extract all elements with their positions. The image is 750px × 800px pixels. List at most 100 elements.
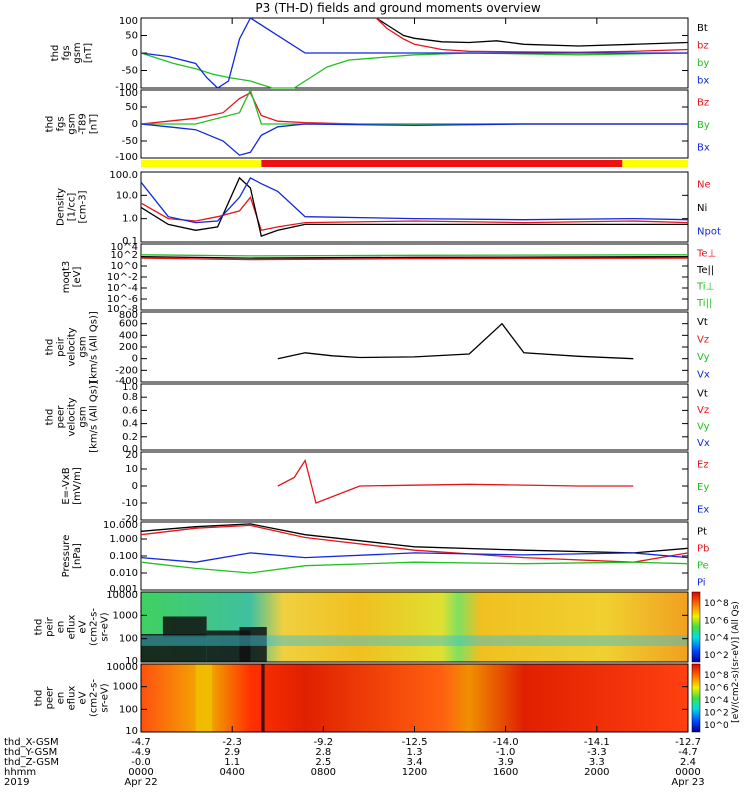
colorbars-group: 10^8 10^6 10^4 10^2 10^8 10^6 10^4 10^2 10^0[eV/…: [691, 591, 741, 733]
y-tick-label: 10^-4: [107, 283, 138, 294]
series-line: [375, 17, 689, 53]
y-tick-label: 0.6: [122, 405, 138, 416]
y-tick-label: 400: [119, 330, 138, 341]
y-tick-label: 0.8: [122, 392, 138, 403]
colorbar: [691, 591, 701, 663]
y-tick-label: 0.4: [122, 419, 138, 430]
spectrogram-gap: [261, 664, 265, 732]
y-tick-label: -50: [122, 66, 138, 77]
colorbar-tick-label: 10^0: [704, 721, 729, 731]
plot-title: P3 (TH-D) fields and ground moments over…: [255, 1, 540, 15]
colorbar-tick-label: 10^6: [704, 684, 729, 694]
y-tick-label: -50: [122, 136, 138, 147]
legend-entry: Pb: [697, 544, 709, 555]
y-tick-label: -100: [115, 152, 138, 163]
y-axis-label: (cm2-s-: [89, 679, 100, 717]
series-line: [140, 123, 688, 156]
y-tick-label: 100: [119, 16, 138, 27]
y-axis-label: gsm: [67, 113, 78, 134]
y-tick-label: 10000: [106, 662, 138, 673]
colorbar-tick-label: 10^6: [704, 616, 729, 626]
colorbar-tick-label: 10^2: [704, 651, 729, 661]
x-tick-label: 2.5: [315, 757, 331, 768]
panel-frame: [140, 521, 689, 591]
legend-entry: Vy: [697, 352, 710, 363]
y-tick-label: 1000: [113, 610, 138, 621]
legend-entry: bx: [697, 75, 709, 86]
y-tick-label: 100: [119, 88, 138, 99]
y-tick-label: -20: [122, 514, 138, 525]
y-axis-label: (cm2-s-: [89, 608, 100, 646]
x-tick-label: 2.9: [224, 747, 240, 758]
legend-entry: Ne: [697, 180, 711, 191]
panel-frame: [140, 243, 689, 311]
panel-mode_bar: [141, 160, 688, 167]
x-tick-label: 0000: [128, 767, 153, 778]
spectrogram-band: [195, 664, 213, 732]
series-line: [140, 195, 689, 232]
legend-entry: Bt: [697, 23, 708, 34]
y-tick-label: 0: [132, 354, 138, 365]
series-line: [140, 257, 689, 261]
x-axis-group: thd_X-GSMthd_Y-GSMthd_Z-GSMhhmm2019-4.7-…: [4, 18, 705, 788]
y-axis-label: gsm: [78, 406, 89, 427]
colorbar-unit-label: [eV/(cm2-s)(sr-eV)] (All Qs): [731, 601, 741, 723]
colorbar-tick-label: 10^8: [704, 671, 729, 681]
legend-entry: Pt: [697, 527, 707, 538]
x-tick-label: 1200: [402, 767, 427, 778]
panel-fgs_dsub: 100 50 0 -50 -100 thd fgs gsm -T89 [nT] Bz By Bx: [45, 88, 710, 163]
x-tick-label: -2.3: [222, 737, 242, 748]
series-line: [140, 52, 689, 89]
y-axis-label: thd: [34, 619, 45, 636]
y-tick-label: 1.0: [122, 214, 138, 225]
legend-entry: Ey: [697, 482, 709, 493]
y-tick-label: 0.100: [109, 551, 138, 562]
y-tick-label: 0.001: [109, 584, 138, 595]
legend-entry: Vt: [697, 317, 708, 328]
y-tick-label: 50: [125, 31, 138, 42]
y-tick-label: 10: [125, 464, 138, 475]
series-line: [140, 17, 688, 89]
y-tick-label: 10: [125, 656, 138, 667]
x-axis-row-label: thd_Y-GSM: [4, 747, 57, 758]
spectrogram-band: [141, 635, 688, 646]
y-tick-label: 1000: [113, 682, 138, 693]
x-tick-label: Apr 22: [124, 777, 157, 788]
y-axis-label: eflux: [67, 615, 78, 640]
y-axis-label: thd: [45, 409, 56, 426]
x-tick-label: 2000: [584, 767, 609, 778]
x-tick-label: 1600: [493, 767, 518, 778]
y-tick-label: 600: [119, 319, 138, 330]
y-tick-label: 50: [125, 102, 138, 113]
y-axis-label: peir: [45, 616, 56, 636]
x-tick-label: -0.0: [131, 757, 151, 768]
series-line: [140, 254, 689, 257]
panel-fgs: 100 50 0 -50 -100 thd fgs gsm [nT] Bt bz by bx: [50, 16, 709, 93]
x-tick-label: 3.4: [407, 757, 423, 768]
y-axis-label: [cm-3]: [78, 190, 89, 223]
legend-entry: Vx: [697, 369, 710, 380]
y-tick-label: 10.000: [103, 520, 138, 531]
series-line: [375, 17, 689, 47]
colorbar: [691, 663, 701, 733]
legend-entry: Ni: [697, 203, 707, 214]
x-tick-label: 3.9: [498, 757, 514, 768]
x-tick-label: 2.4: [680, 757, 696, 768]
legend-entry: Bx: [697, 143, 710, 154]
legend-entry: Bz: [697, 97, 709, 108]
y-tick-label: 0.2: [122, 432, 138, 443]
x-tick-label: 0800: [311, 767, 336, 778]
x-tick-label: 1.3: [407, 747, 423, 758]
series-line: [140, 524, 689, 563]
panel-density: 100.0 10.0 1.0 0.1 Density [1/cc] [cm-3] Ne Ni Np…: [56, 170, 721, 247]
series-line: [277, 458, 634, 504]
y-tick-label: 10^2: [111, 250, 138, 261]
x-tick-label: -4.7: [678, 747, 698, 758]
panel-peer_velocity: 1.00.8 0.6 0.4 0.20.0 thd peer velocity gsm [km/…: [45, 381, 710, 455]
y-axis-label: peer: [45, 686, 56, 710]
legend-entry: Ti||: [696, 298, 712, 309]
y-axis-label: thd: [45, 339, 56, 356]
legend-entry: Vz: [697, 405, 709, 416]
